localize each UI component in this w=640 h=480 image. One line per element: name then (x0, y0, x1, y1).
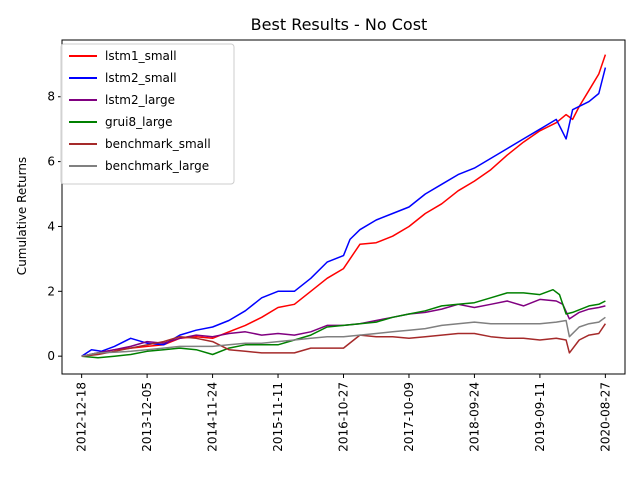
series-line-benchmark_small (81, 323, 607, 357)
series-line-benchmark_large (81, 316, 606, 357)
legend-label-benchmark_large: benchmark_large (105, 159, 209, 173)
series-line-lstm2_small (81, 67, 607, 357)
plot-lines (81, 54, 607, 359)
legend-label-lstm1_small: lstm1_small (105, 49, 177, 63)
legend: lstm1_small lstm2_small lstm2_large grui8_l… (60, 43, 235, 185)
legend-label-lstm2_large: lstm2_large (105, 93, 175, 107)
legend-label-grui8_large: grui8_large (105, 115, 173, 129)
legend-label-benchmark_small: benchmark_small (105, 137, 211, 151)
x-tick-label: 2017-10-09 (402, 382, 416, 452)
y-axis-label: Cumulative Returns (15, 157, 29, 275)
x-axis: 2012-12-18 2013-12-05 2014-11-24 2015-11-11… (75, 374, 612, 452)
y-tick-label: 6 (47, 155, 55, 169)
y-tick-label: 8 (47, 90, 55, 104)
legend-box (60, 43, 235, 185)
x-tick-label: 2013-12-05 (140, 382, 154, 452)
chart-title: Best Results - No Cost (251, 15, 428, 34)
x-tick-label: 2015-11-11 (271, 382, 285, 452)
x-tick-label: 2018-09-24 (467, 382, 481, 452)
series-line-lstm2_large (81, 298, 606, 357)
y-tick-label: 0 (47, 349, 55, 363)
y-axis: 0 2 4 6 8 (47, 90, 62, 363)
x-tick-label: 2016-10-27 (337, 382, 351, 452)
x-tick-label: 2014-11-24 (206, 382, 220, 452)
series-line-grui8_large (81, 288, 606, 359)
legend-label-lstm2_small: lstm2_small (105, 71, 177, 85)
x-tick-label: 2019-09-11 (533, 382, 547, 452)
y-tick-label: 2 (47, 284, 55, 298)
y-tick-label: 4 (47, 219, 55, 233)
x-tick-label: 2012-12-18 (75, 382, 89, 452)
x-tick-label: 2020-08-27 (598, 382, 612, 452)
